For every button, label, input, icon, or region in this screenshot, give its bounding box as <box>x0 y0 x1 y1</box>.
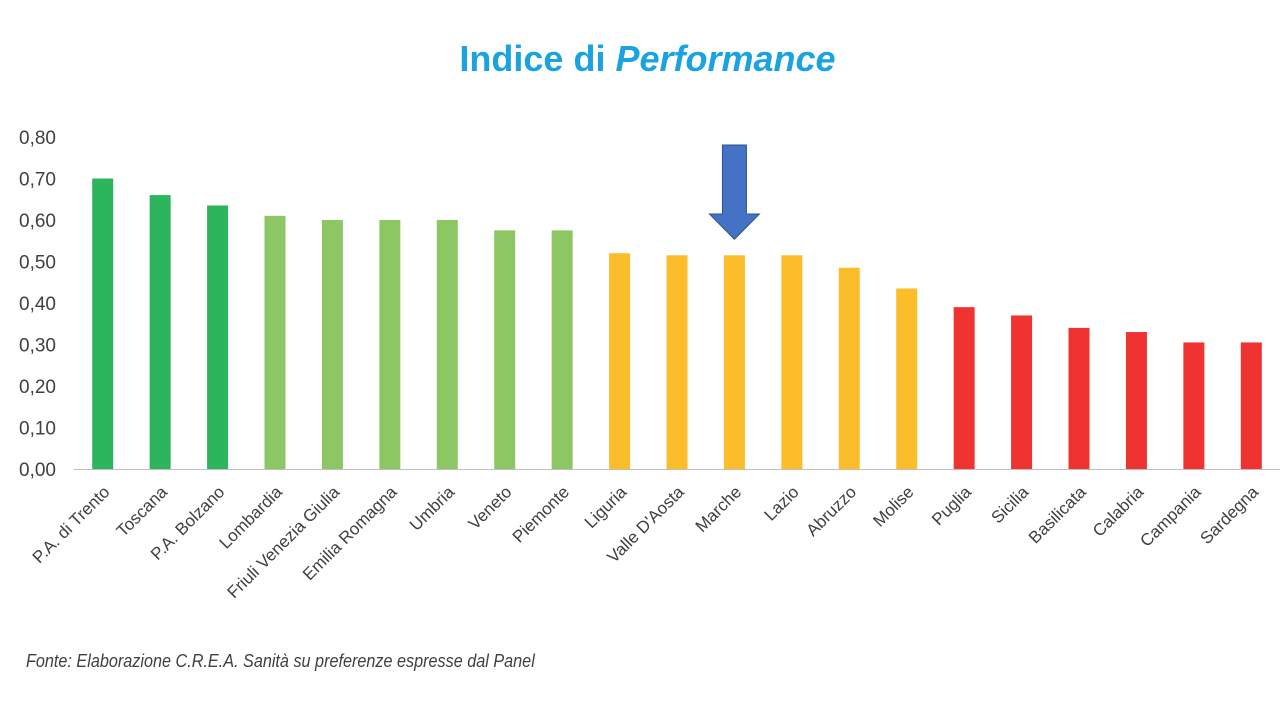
down-arrow-icon <box>708 144 761 240</box>
bar <box>1068 327 1090 469</box>
y-tick-label: 0,60 <box>19 211 56 232</box>
bar <box>494 230 516 469</box>
bar <box>1011 315 1033 469</box>
bar <box>953 307 975 469</box>
y-tick-label: 0,30 <box>19 336 56 357</box>
bar <box>551 230 573 469</box>
x-tick-label: Sicilia <box>988 482 1033 527</box>
source-note: Fonte: Elaborazione C.R.E.A. Sanità su p… <box>26 651 535 671</box>
x-tick-label: Liguria <box>581 482 631 532</box>
y-tick-label: 0,00 <box>19 460 56 481</box>
y-axis-labels: 0,00 0,10 0,20 0,30 0,40 0,50 0,60 0,70 0,80 <box>19 128 56 481</box>
bar <box>781 255 803 469</box>
x-tick-label: Piemonte <box>509 482 573 546</box>
x-tick-label: Umbria <box>406 482 459 535</box>
bar <box>609 253 631 469</box>
y-tick-label: 0,10 <box>19 419 56 440</box>
x-tick-label: Molise <box>869 482 917 530</box>
x-tick-label: Marche <box>692 482 746 536</box>
bar <box>1125 332 1147 469</box>
y-tick-label: 0,40 <box>19 294 56 315</box>
bar-chart: 0,00 0,10 0,20 0,30 0,40 0,50 0,60 0,70 0,80 P.A… <box>19 128 1280 602</box>
bar <box>379 220 401 469</box>
bar <box>264 215 286 469</box>
x-tick-label: Toscana <box>113 482 172 541</box>
x-tick-label: Sardegna <box>1197 482 1263 548</box>
bar <box>149 195 171 469</box>
bars <box>92 178 1262 469</box>
bar <box>207 205 229 469</box>
x-tick-label: Calabria <box>1089 482 1148 541</box>
y-tick-label: 0,50 <box>19 253 56 274</box>
x-tick-label: Friuli Venezia Giulia <box>224 482 344 602</box>
x-tick-label: Basilicata <box>1025 482 1090 547</box>
x-tick-label: P.A. di Trento <box>29 482 114 567</box>
x-tick-label: Veneto <box>465 482 516 533</box>
chart-title: Indice di Performance <box>0 38 1280 80</box>
bar <box>838 267 860 469</box>
bar <box>321 220 343 469</box>
bar <box>1240 342 1262 469</box>
y-tick-label: 0,20 <box>19 377 56 398</box>
x-tick-label: Lazio <box>761 482 803 524</box>
bar <box>896 288 918 469</box>
x-tick-label: Campania <box>1136 482 1205 551</box>
bar <box>723 255 745 469</box>
bar <box>436 220 458 469</box>
chart-title-italic: Performance <box>615 38 836 79</box>
bar <box>92 178 114 469</box>
y-tick-label: 0,80 <box>19 128 56 149</box>
highlight-layer <box>708 144 761 240</box>
y-tick-label: 0,70 <box>19 170 56 191</box>
chart-title-plain: Indice di <box>459 38 616 79</box>
x-tick-label: Abruzzo <box>803 482 861 540</box>
x-tick-label: Puglia <box>928 482 975 529</box>
bar <box>666 255 688 469</box>
bar <box>1183 342 1205 469</box>
